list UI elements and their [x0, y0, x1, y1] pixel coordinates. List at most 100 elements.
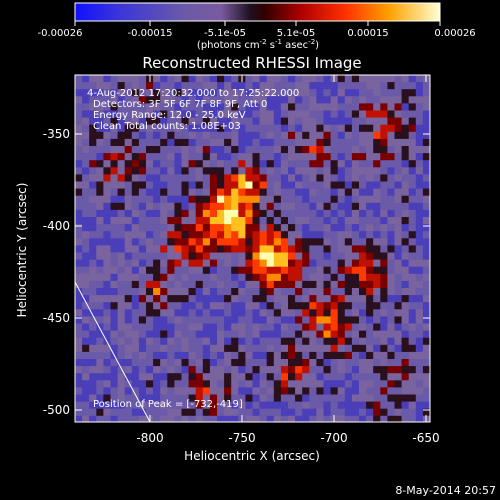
- image-pixel: [359, 82, 367, 90]
- image-pixel: [224, 209, 232, 218]
- image-pixel: [351, 153, 360, 161]
- image-pixel: [401, 195, 409, 204]
- image-pixel: [103, 401, 111, 409]
- image-pixel: [387, 124, 395, 133]
- image-pixel: [366, 181, 374, 189]
- image-pixel: [295, 238, 303, 246]
- image-pixel: [167, 124, 175, 133]
- image-pixel: [89, 288, 97, 296]
- image-pixel: [415, 394, 424, 402]
- image-pixel: [167, 351, 175, 360]
- image-pixel: [401, 259, 409, 267]
- image-pixel: [89, 124, 97, 133]
- image-pixel: [238, 245, 246, 253]
- image-pixel: [273, 344, 282, 353]
- image-pixel: [75, 110, 83, 118]
- image-pixel: [366, 124, 374, 133]
- image-pixel: [373, 167, 381, 175]
- image-pixel: [330, 217, 338, 225]
- image-pixel: [160, 217, 168, 225]
- image-pixel: [359, 295, 367, 303]
- image-pixel: [359, 273, 367, 282]
- image-pixel: [209, 387, 218, 395]
- image-pixel: [181, 351, 189, 360]
- image-pixel: [131, 380, 140, 388]
- image-pixel: [202, 366, 211, 374]
- image-pixel: [259, 295, 267, 303]
- image-pixel: [373, 153, 381, 161]
- image-pixel: [82, 224, 90, 232]
- image-pixel: [217, 209, 225, 218]
- image-pixel: [117, 174, 125, 182]
- image-pixel: [89, 295, 97, 303]
- image-pixel: [245, 217, 253, 225]
- image-pixel: [195, 302, 204, 310]
- image-pixel: [82, 266, 90, 275]
- image-pixel: [82, 252, 90, 260]
- image-pixel: [344, 245, 353, 253]
- image-pixel: [202, 110, 211, 118]
- image-pixel: [245, 387, 253, 395]
- image-pixel: [394, 330, 402, 338]
- image-pixel: [309, 380, 317, 388]
- image-pixel: [323, 188, 331, 196]
- image-pixel: [309, 316, 317, 324]
- image-pixel: [245, 89, 253, 97]
- image-pixel: [302, 238, 310, 246]
- image-pixel: [373, 302, 381, 310]
- image-pixel: [252, 138, 260, 147]
- image-pixel: [153, 316, 161, 324]
- image-pixel: [337, 380, 346, 388]
- image-pixel: [316, 351, 324, 360]
- image-pixel: [75, 195, 83, 204]
- image-pixel: [316, 117, 324, 125]
- image-pixel: [415, 280, 424, 289]
- image-pixel: [181, 75, 189, 83]
- image-pixel: [96, 89, 104, 97]
- image-pixel: [117, 238, 125, 246]
- image-pixel: [217, 373, 225, 381]
- image-pixel: [252, 266, 260, 275]
- image-pixel: [387, 344, 395, 353]
- image-pixel: [202, 103, 211, 111]
- image-pixel: [167, 188, 175, 196]
- image-pixel: [238, 110, 246, 118]
- image-pixel: [359, 231, 367, 239]
- image-pixel: [138, 103, 147, 111]
- image-pixel: [131, 323, 140, 331]
- image-pixel: [96, 280, 104, 289]
- image-pixel: [259, 110, 267, 118]
- image-pixel: [195, 351, 204, 360]
- image-pixel: [96, 224, 104, 232]
- image-pixel: [174, 224, 182, 232]
- image-pixel: [288, 181, 296, 189]
- image-pixel: [366, 217, 374, 225]
- image-pixel: [195, 330, 204, 338]
- image-pixel: [380, 380, 388, 388]
- image-pixel: [209, 96, 218, 104]
- image-pixel: [252, 280, 260, 289]
- image-pixel: [373, 380, 381, 388]
- image-pixel: [337, 238, 346, 246]
- image-pixel: [124, 288, 133, 296]
- image-pixel: [337, 117, 346, 125]
- image-pixel: [302, 181, 310, 189]
- image-pixel: [195, 174, 204, 182]
- image-pixel: [146, 224, 154, 232]
- image-pixel: [138, 359, 147, 367]
- image-pixel: [302, 273, 310, 282]
- image-pixel: [280, 394, 289, 402]
- image-pixel: [110, 252, 118, 260]
- image-pixel: [273, 373, 282, 381]
- image-pixel: [266, 181, 275, 189]
- image-pixel: [380, 408, 388, 417]
- image-pixel: [124, 153, 133, 161]
- image-pixel: [330, 394, 338, 402]
- image-pixel: [238, 82, 246, 90]
- image-pixel: [209, 330, 218, 338]
- image-pixel: [167, 380, 175, 388]
- image-pixel: [117, 110, 125, 118]
- image-pixel: [238, 117, 246, 125]
- image-pixel: [387, 401, 395, 409]
